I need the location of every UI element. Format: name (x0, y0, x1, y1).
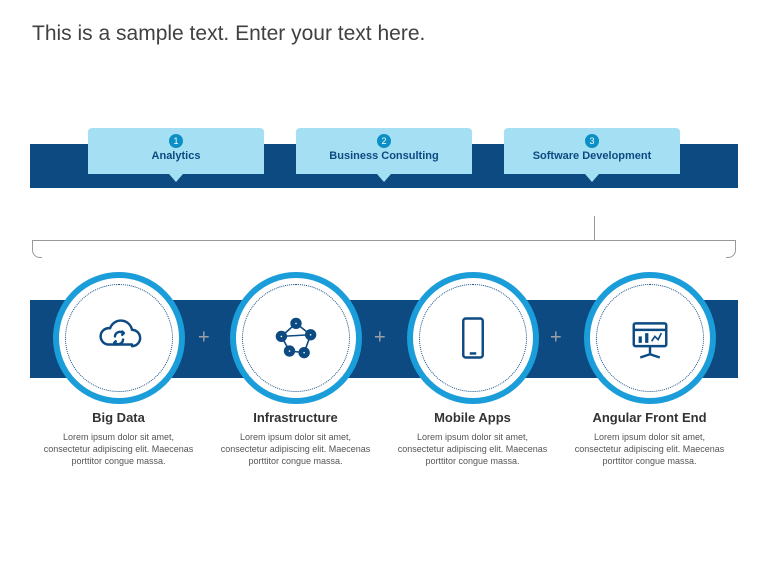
item-desc: Lorem ipsum dolor sit amet, consectetur … (570, 431, 730, 467)
bracket (32, 212, 736, 268)
tab-badge: 3 (585, 134, 599, 148)
tab-label: Business Consulting (296, 150, 472, 162)
item-heading: Infrastructure (216, 410, 376, 425)
label-mobile-apps: Mobile Apps Lorem ipsum dolor sit amet, … (393, 410, 553, 467)
tab-analytics: 1 Analytics (88, 128, 264, 174)
plus-separator: + (550, 327, 562, 350)
cloud-sync-icon (93, 312, 145, 364)
tab-business-consulting: 2 Business Consulting (296, 128, 472, 174)
board-icon (624, 312, 676, 364)
bracket-left (32, 240, 42, 258)
item-heading: Angular Front End (570, 410, 730, 425)
item-desc: Lorem ipsum dolor sit amet, consectetur … (216, 431, 376, 467)
bracket-right (726, 240, 736, 258)
plus-separator: + (374, 327, 386, 350)
page-title: This is a sample text. Enter your text h… (32, 22, 425, 46)
item-heading: Big Data (39, 410, 199, 425)
tab-label: Software Development (504, 150, 680, 162)
tab-badge: 2 (377, 134, 391, 148)
tab-label: Analytics (88, 150, 264, 162)
circle-infrastructure (230, 272, 362, 404)
item-desc: Lorem ipsum dolor sit amet, consectetur … (393, 431, 553, 467)
label-infrastructure: Infrastructure Lorem ipsum dolor sit ame… (216, 410, 376, 467)
item-heading: Mobile Apps (393, 410, 553, 425)
bracket-stem (594, 216, 595, 240)
label-angular: Angular Front End Lorem ipsum dolor sit … (570, 410, 730, 467)
tab-badge: 1 (169, 134, 183, 148)
item-desc: Lorem ipsum dolor sit amet, consectetur … (39, 431, 199, 467)
tab-software-development: 3 Software Development (504, 128, 680, 174)
plus-separator: + (198, 327, 210, 350)
labels-row: Big Data Lorem ipsum dolor sit amet, con… (30, 410, 738, 467)
network-icon (270, 312, 322, 364)
mobile-icon (447, 312, 499, 364)
circle-big-data (53, 272, 185, 404)
circle-row: + + + (30, 272, 738, 404)
label-big-data: Big Data Lorem ipsum dolor sit amet, con… (39, 410, 199, 467)
circle-mobile-apps (407, 272, 539, 404)
bracket-line (32, 240, 736, 241)
circle-angular (584, 272, 716, 404)
